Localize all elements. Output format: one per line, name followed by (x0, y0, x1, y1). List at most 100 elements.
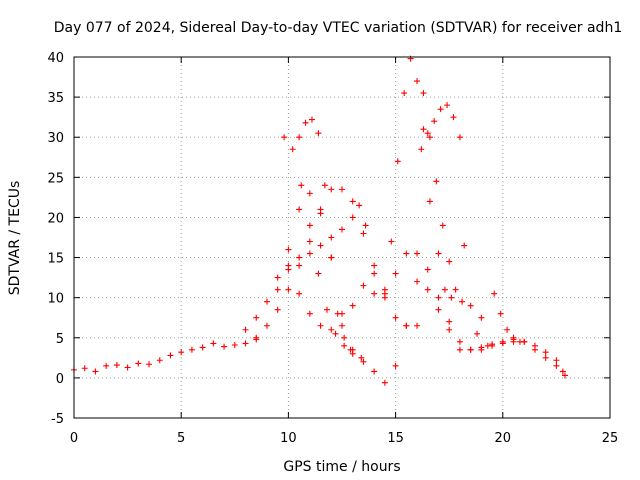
x-tick-label: 25 (602, 431, 619, 446)
data-point (392, 270, 399, 277)
data-point (296, 254, 303, 261)
data-point (403, 322, 410, 329)
data-point (510, 338, 517, 345)
data-point (553, 357, 560, 364)
data-point (439, 222, 446, 229)
data-point (274, 306, 281, 313)
data-point (401, 90, 408, 97)
data-point (424, 130, 431, 137)
x-tick-label: 15 (387, 431, 404, 446)
data-point (178, 349, 185, 356)
data-point (358, 354, 365, 361)
data-point (474, 330, 481, 337)
data-point (431, 118, 438, 125)
series-tail-low (489, 338, 568, 379)
data-point (92, 368, 99, 375)
data-point (302, 119, 309, 126)
data-point (296, 290, 303, 297)
data-point (446, 318, 453, 325)
data-point (356, 202, 363, 209)
data-point (242, 326, 249, 333)
data-point (435, 306, 442, 313)
data-point (306, 250, 313, 257)
data-point (362, 222, 369, 229)
data-point (339, 186, 345, 193)
data-point (285, 286, 292, 293)
data-point (308, 116, 315, 123)
data-point (199, 344, 206, 351)
data-point (437, 106, 444, 113)
data-point (298, 182, 305, 189)
data-point (414, 78, 421, 85)
data-point (349, 350, 356, 357)
data-point (167, 352, 174, 359)
data-point (456, 134, 463, 141)
data-point (414, 322, 421, 329)
y-tick-label: 10 (47, 292, 64, 307)
series-spike (381, 55, 455, 301)
data-point (306, 190, 313, 197)
data-point (221, 343, 228, 350)
data-point (452, 286, 459, 293)
series-arc-a (242, 190, 463, 386)
data-point (328, 186, 335, 193)
data-point (420, 90, 427, 97)
y-tick-label: 25 (47, 171, 64, 186)
series-base (71, 336, 260, 375)
y-tick-label: 15 (47, 252, 64, 267)
data-point (274, 286, 281, 293)
y-axis-label: SDTVAR / TECUs (7, 181, 23, 296)
data-point (339, 322, 345, 329)
data-point (467, 302, 474, 309)
data-point (317, 210, 324, 217)
data-point (426, 134, 433, 141)
data-point (296, 206, 303, 213)
data-point (542, 349, 549, 356)
data-point (341, 342, 348, 349)
data-point (461, 242, 468, 249)
data-point (392, 314, 399, 321)
data-point (446, 326, 453, 333)
data-point (317, 242, 324, 249)
data-point (478, 314, 485, 321)
y-tick-label: 40 (47, 51, 64, 66)
data-point (450, 114, 457, 121)
data-point (321, 182, 328, 189)
y-tick-label: -5 (51, 412, 64, 427)
series-arc-g (418, 102, 463, 153)
data-point (424, 266, 431, 273)
data-point (274, 274, 281, 281)
data-point (459, 298, 466, 305)
data-point (296, 134, 303, 141)
data-point (435, 294, 442, 301)
data-point (113, 362, 120, 369)
data-point (317, 322, 324, 329)
data-point (394, 158, 401, 165)
data-point (315, 130, 322, 137)
data-point (499, 340, 506, 347)
data-point (289, 146, 296, 153)
data-point (497, 310, 504, 317)
data-point (315, 270, 322, 277)
data-point (328, 234, 335, 241)
data-point (156, 357, 163, 364)
data-point (371, 270, 378, 277)
y-tick-label: 30 (47, 131, 64, 146)
data-point (478, 344, 485, 351)
data-point (491, 290, 498, 297)
y-tick-label: 0 (56, 372, 64, 387)
data-point (146, 361, 153, 368)
y-tick-label: 20 (47, 211, 64, 226)
data-point (285, 246, 292, 253)
data-point (561, 372, 568, 379)
data-point (81, 365, 88, 372)
series-arc-b (253, 186, 485, 353)
data-point (542, 354, 549, 361)
data-point (124, 364, 131, 371)
data-point (381, 379, 388, 386)
data-point (103, 362, 110, 369)
data-point (323, 306, 330, 313)
x-tick-label: 10 (280, 431, 297, 446)
data-point (531, 346, 538, 353)
data-point (418, 146, 425, 153)
